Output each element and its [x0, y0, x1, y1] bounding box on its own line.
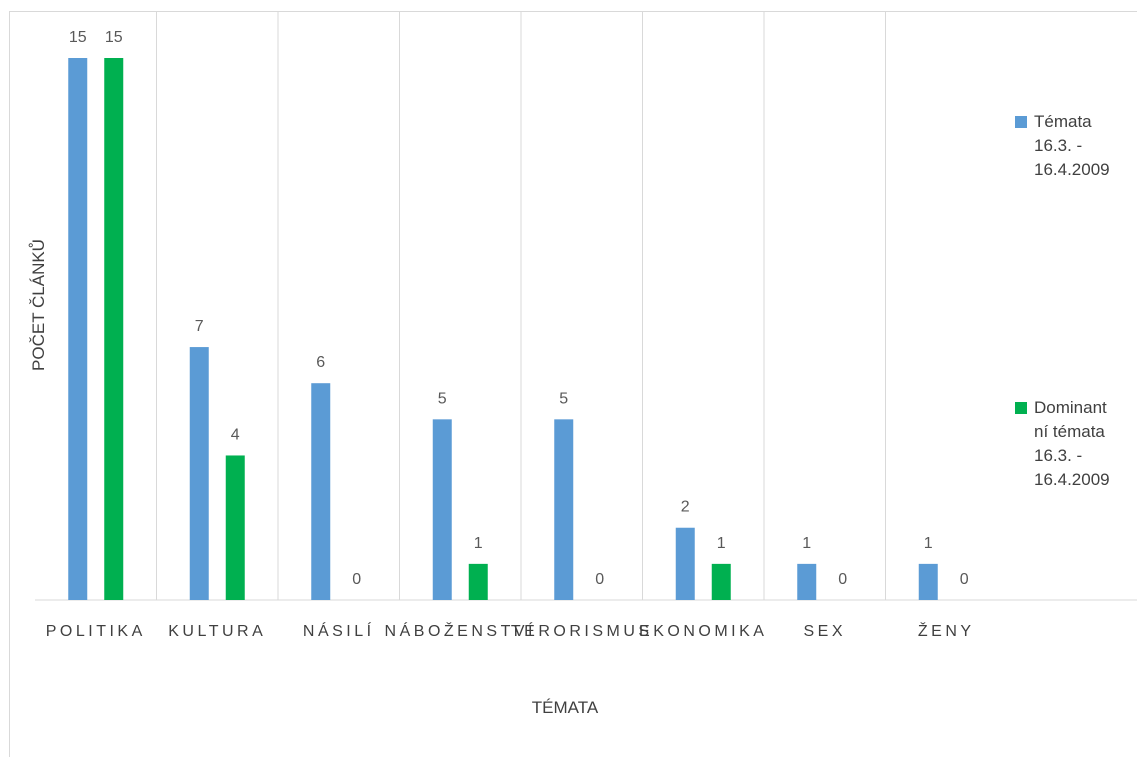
x-tick-label: TERORISMUS [511, 623, 653, 640]
data-label: 0 [838, 571, 847, 588]
chart-area [9, 11, 1137, 757]
x-tick-label: EKONOMIKA [639, 623, 767, 640]
y-axis-title: POČET ČLÁNKŮ [29, 239, 48, 371]
legend-label-series-1: Témata 16.3. - 16.4.2009 [1034, 112, 1110, 179]
data-label: 1 [474, 535, 483, 552]
bar-temata-1 [68, 58, 88, 600]
data-label: 5 [438, 390, 447, 407]
data-label: 15 [105, 29, 123, 46]
data-label: 0 [960, 571, 969, 588]
legend-swatch-series-2 [1015, 402, 1027, 414]
bar-temata-7 [797, 563, 817, 600]
bar-temata-8 [918, 563, 938, 600]
bar-dominantni-2 [225, 455, 245, 600]
legend-label-series-2: Dominant ní témata 16.3. - 16.4.2009 [1034, 398, 1110, 489]
legend-swatch-series-1 [1015, 116, 1027, 128]
bar-dominantni-4 [468, 563, 488, 600]
legend-item-series-2: Dominant ní témata 16.3. - 16.4.2009 [1015, 396, 1137, 492]
data-label: 0 [352, 571, 361, 588]
bar-temata-4 [432, 419, 452, 600]
data-label: 0 [595, 571, 604, 588]
data-label: 5 [559, 390, 568, 407]
x-tick-label: NÁSILÍ [303, 621, 375, 640]
bar-temata-3 [311, 383, 331, 600]
x-tick-label: POLITIKA [46, 623, 146, 640]
bar-temata-2 [189, 347, 209, 600]
x-tick-label: KULTURA [168, 623, 266, 640]
x-tick-label: SEX [803, 623, 846, 640]
bar-dominantni-6 [711, 563, 731, 600]
x-tick-label: ŽENY [918, 621, 975, 640]
x-axis-title: TÉMATA [531, 698, 599, 717]
data-label: 2 [681, 499, 690, 516]
legend-item-series-1: Témata 16.3. - 16.4.2009 [1015, 110, 1137, 182]
bar-temata-5 [554, 419, 574, 600]
bar-temata-6 [675, 527, 695, 600]
data-label: 6 [316, 354, 325, 371]
bar-dominantni-1 [104, 58, 124, 600]
data-label: 1 [717, 535, 726, 552]
data-label: 1 [924, 535, 933, 552]
data-label: 7 [195, 318, 204, 335]
data-label: 15 [69, 29, 87, 46]
data-label: 1 [802, 535, 811, 552]
x-tick-label: NÁBOŽENSTVÍ [385, 621, 536, 640]
data-label: 4 [231, 426, 240, 443]
